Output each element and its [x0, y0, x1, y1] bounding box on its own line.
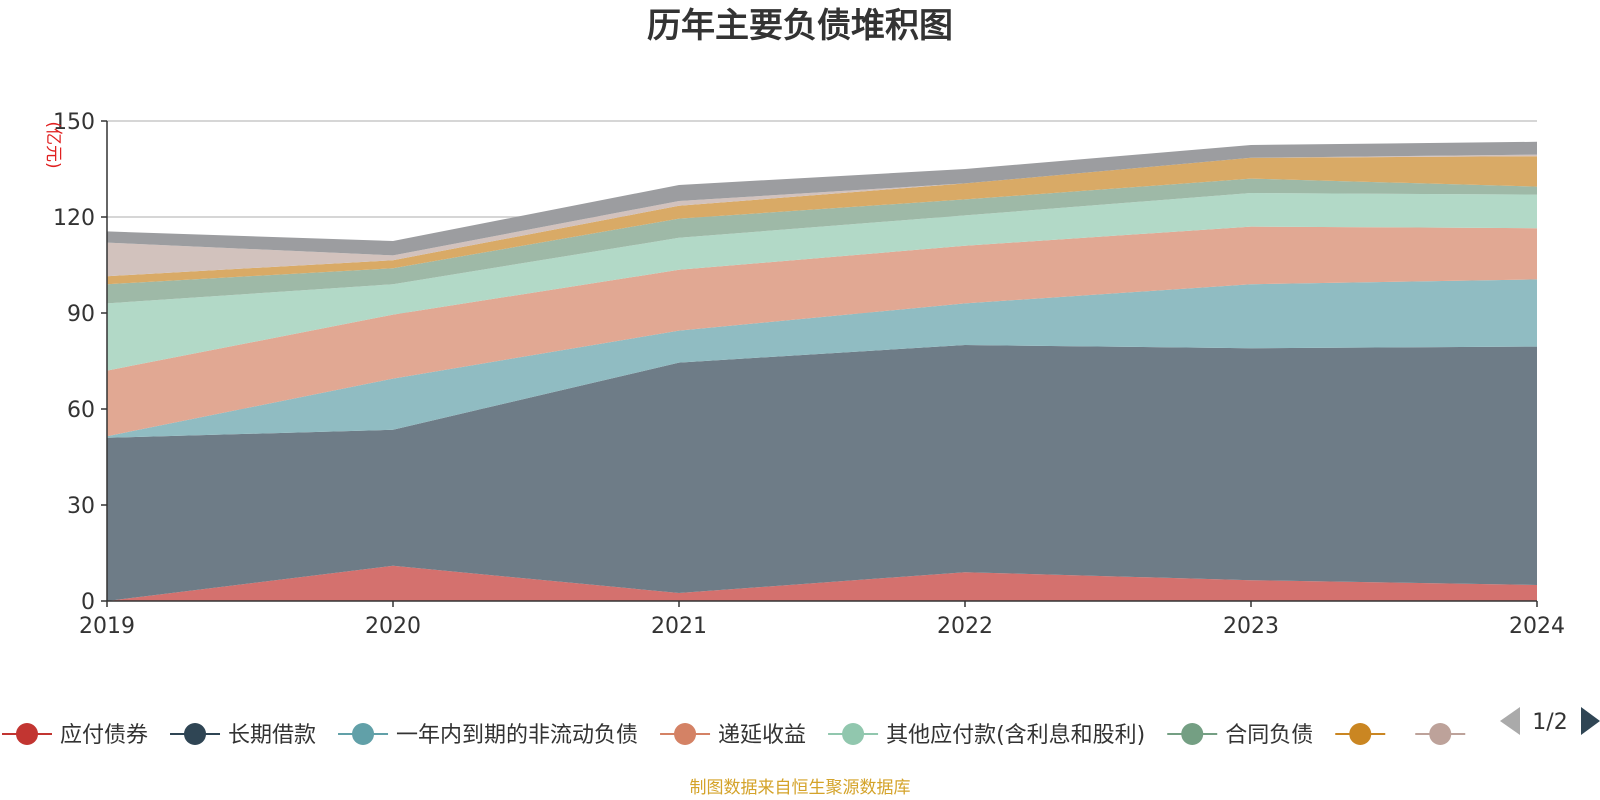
- area-series-6: [107, 156, 1537, 285]
- legend-marker-0: [16, 723, 38, 745]
- legend-item-5[interactable]: 合同负债: [1167, 723, 1313, 748]
- area-series-7: [107, 154, 1537, 277]
- y-tick-label-120: 120: [53, 206, 95, 231]
- legend-prev-icon[interactable]: [1500, 707, 1520, 735]
- legend-item-4[interactable]: 其他应付款(含利息和股利): [828, 723, 1145, 748]
- area-series-4: [107, 193, 1537, 371]
- legend-marker-1: [184, 723, 207, 745]
- legend-page-indicator: 1/2: [1532, 710, 1567, 735]
- y-tick-label-150: 150: [53, 110, 95, 135]
- chart-title: 历年主要负债堆积图: [647, 6, 953, 46]
- area-series-0: [107, 565, 1537, 601]
- y-axis-label: (亿元): [43, 121, 63, 168]
- legend-marker-3: [674, 723, 697, 745]
- legend-marker-5: [1181, 723, 1204, 745]
- area-series-8: [107, 141, 1537, 256]
- legend-label-4: 其他应付款(含利息和股利): [886, 723, 1145, 748]
- legend-marker-7: [1429, 723, 1452, 745]
- legend-item-1[interactable]: 长期借款: [170, 723, 316, 748]
- area-series-5: [107, 178, 1537, 304]
- legend-label-0: 应付债券: [60, 723, 148, 748]
- legend-item-7[interactable]: [1415, 723, 1466, 745]
- x-tick-label-2023: 2023: [1223, 614, 1279, 639]
- legend-marker-2: [352, 723, 375, 745]
- x-tick-label-2021: 2021: [651, 614, 707, 639]
- legend-item-2[interactable]: 一年内到期的非流动负债: [338, 723, 638, 748]
- legend-pager: 1/2: [1500, 707, 1600, 735]
- x-tick-label-2022: 2022: [937, 614, 993, 639]
- y-tick-label-0: 0: [81, 590, 95, 615]
- legend-label-5: 合同负债: [1225, 723, 1313, 748]
- y-tick-label-90: 90: [67, 302, 95, 327]
- legend-label-2: 一年内到期的非流动负债: [396, 723, 638, 748]
- y-tick-label-30: 30: [67, 494, 95, 519]
- legend-item-3[interactable]: 递延收益: [660, 723, 806, 748]
- area-series-3: [107, 226, 1537, 437]
- legend-item-0[interactable]: 应付债券: [2, 723, 148, 748]
- x-tick-label-2020: 2020: [365, 614, 421, 639]
- legend-label-3: 递延收益: [718, 723, 806, 748]
- stacked-areas: [107, 141, 1537, 601]
- legend-item-6[interactable]: [1335, 723, 1386, 745]
- legend-next-icon[interactable]: [1581, 707, 1600, 735]
- data-source-note: 制图数据来自恒生聚源数据库: [689, 778, 911, 798]
- legend-marker-4: [842, 723, 865, 745]
- x-tick-label-2024: 2024: [1509, 614, 1565, 639]
- area-series-1: [107, 345, 1537, 601]
- area-series-2: [107, 279, 1537, 438]
- axes: 0 30 60 90 120 150 2019 2020 2021 2022 2023 2024: [53, 110, 1565, 639]
- legend[interactable]: 应付债券 长期借款 一年内到期的非流动负债 递延收益 其他应付款(含利息和股利) 合同负债: [2, 723, 1545, 748]
- y-tick-label-60: 60: [67, 398, 95, 423]
- x-tick-label-2019: 2019: [79, 614, 135, 639]
- legend-marker-6: [1349, 723, 1372, 745]
- legend-label-1: 长期借款: [228, 723, 316, 748]
